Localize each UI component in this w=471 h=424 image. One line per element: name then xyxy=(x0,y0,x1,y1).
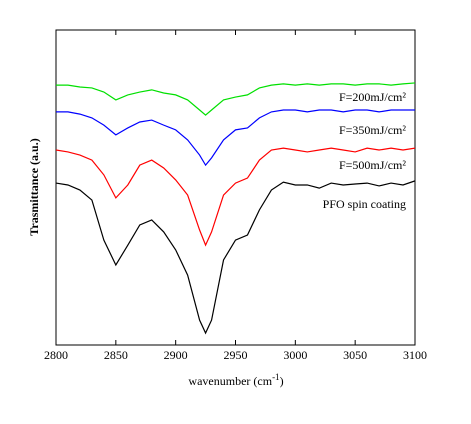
x-tick-label: 2950 xyxy=(224,348,248,362)
x-tick-label: 3100 xyxy=(403,348,427,362)
x-label-end: ) xyxy=(280,374,284,388)
x-tick-label: 3050 xyxy=(343,348,367,362)
spectrum-line xyxy=(55,180,416,335)
x-tick-label: 2850 xyxy=(104,348,128,362)
x-tick-label: 2800 xyxy=(44,348,68,362)
series-label: F=500mJ/cm² xyxy=(339,158,406,172)
x-axis-label: wavenumber (cm-1) xyxy=(188,372,283,388)
series-label: PFO spin coating xyxy=(323,197,406,211)
series-label: F=350mJ/cm² xyxy=(339,123,406,137)
x-label-main: wavenumber (cm xyxy=(188,374,272,388)
x-tick-label: 2900 xyxy=(164,348,188,362)
spectrum-line xyxy=(56,82,416,116)
spectrum-line xyxy=(55,147,416,247)
series-label: F=200mJ/cm² xyxy=(339,90,406,104)
x-tick-label: 3000 xyxy=(283,348,307,362)
x-label-superscript: -1 xyxy=(272,372,280,382)
spectrum-line xyxy=(56,109,415,167)
y-axis-label: Trasmittance (a.u.) xyxy=(27,138,41,235)
